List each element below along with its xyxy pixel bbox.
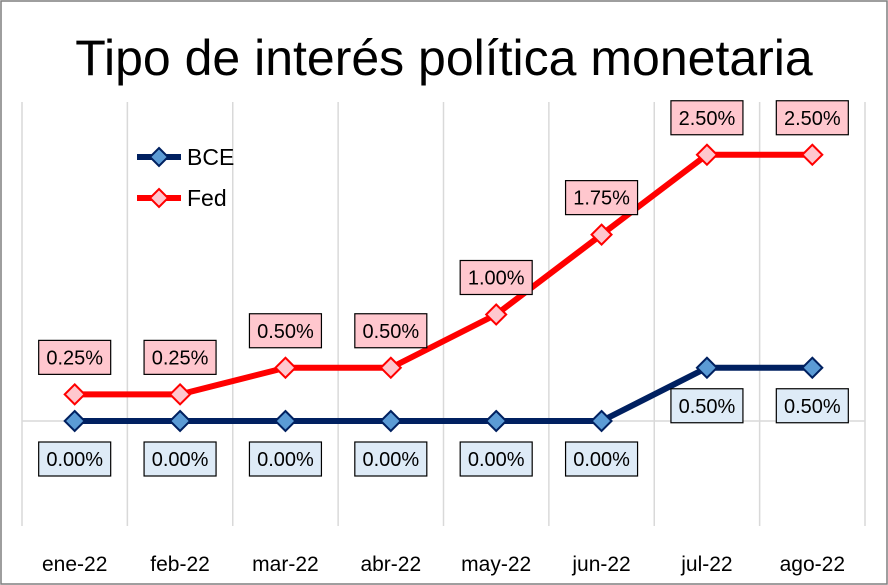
- data-label-box: [143, 339, 217, 375]
- x-tick-label: mar-22: [252, 553, 319, 576]
- data-label-box: [459, 259, 533, 296]
- marker-fed: [800, 143, 824, 167]
- marker-fed: [590, 223, 613, 247]
- marker-bce: [168, 409, 192, 433]
- data-label-text: 0.50%: [257, 321, 314, 343]
- data-label-fed: 0.25%: [143, 339, 217, 375]
- legend: BCE Fed: [137, 144, 234, 211]
- data-label-box: [775, 100, 849, 136]
- data-label-box: [564, 441, 639, 477]
- data-label-box: [248, 441, 323, 477]
- data-label-fed: 0.50%: [248, 313, 323, 349]
- data-label-text: 0.00%: [362, 449, 419, 471]
- data-label-text: 1.00%: [468, 268, 525, 290]
- x-tick-label: abr-22: [360, 553, 421, 576]
- marker-bce: [695, 356, 719, 380]
- data-label-box: [354, 441, 428, 477]
- x-tick-label: ene-22: [42, 553, 107, 576]
- data-label-box: [670, 100, 744, 136]
- data-label-fed: 1.75%: [564, 180, 639, 216]
- series-line-bce: [74, 364, 813, 424]
- marker-fed: [274, 356, 297, 380]
- x-tick-label: feb-22: [150, 553, 210, 576]
- marker-bce: [800, 356, 824, 380]
- x-tick-label: jul-22: [680, 553, 732, 576]
- marker-fed: [484, 303, 508, 326]
- legend-label: Fed: [187, 185, 227, 211]
- data-label-bce: 0.50%: [775, 388, 849, 424]
- marker-bce: [63, 409, 87, 433]
- data-label-text: 0.00%: [573, 449, 630, 471]
- data-label-box: [564, 180, 639, 216]
- x-tick-labels: ene-22 feb-22 mar-22 abr-22 may-22 jun-22 jul-…: [42, 553, 845, 576]
- data-label-text: 0.50%: [362, 321, 419, 343]
- data-label-fed: 0.50%: [354, 313, 428, 349]
- data-labels: 0.00% 0.00% 0.00% 0.00% 0.00% 0.00% 0.50% 0.50%…: [38, 100, 849, 477]
- chart-title: Tipo de interés política monetaria: [75, 30, 813, 86]
- x-tick-label: jun-22: [571, 553, 630, 576]
- data-label-bce: 0.00%: [354, 441, 428, 477]
- data-label-text: 0.00%: [152, 449, 209, 471]
- data-label-text: 2.50%: [679, 108, 736, 130]
- data-label-text: 0.25%: [46, 347, 103, 369]
- data-label-box: [354, 313, 428, 349]
- legend-swatch-marker: [148, 146, 170, 168]
- data-label-box: [670, 388, 744, 424]
- marker-bce: [590, 409, 613, 433]
- series-layer: [63, 143, 824, 433]
- data-label-bce: 0.00%: [564, 441, 639, 477]
- data-label-bce: 0.00%: [143, 441, 217, 477]
- marker-fed: [63, 382, 87, 406]
- legend-label: BCE: [187, 144, 234, 170]
- data-label-box: [248, 313, 323, 349]
- marker-bce: [379, 409, 403, 433]
- marker-fed: [695, 143, 719, 167]
- data-label-text: 2.50%: [784, 108, 841, 130]
- legend-item-bce: BCE: [137, 144, 234, 170]
- data-label-box: [143, 441, 217, 477]
- data-label-text: 0.00%: [46, 449, 103, 471]
- series-line-fed: [74, 151, 813, 398]
- data-label-box: [459, 441, 533, 477]
- data-label-box: [38, 441, 112, 477]
- data-label-bce: 0.50%: [670, 388, 744, 424]
- data-label-text: 0.25%: [152, 347, 209, 369]
- data-label-fed: 2.50%: [775, 100, 849, 136]
- data-label-bce: 0.00%: [459, 441, 533, 477]
- legend-swatch-marker: [148, 187, 170, 209]
- data-label-text: 1.75%: [573, 188, 630, 210]
- marker-bce: [274, 409, 297, 433]
- data-label-fed: 1.00%: [459, 259, 533, 296]
- data-label-text: 0.00%: [257, 449, 314, 471]
- data-label-fed: 0.25%: [38, 339, 112, 375]
- data-label-bce: 0.00%: [248, 441, 323, 477]
- data-label-fed: 2.50%: [670, 100, 744, 136]
- x-tick-label: may-22: [461, 553, 531, 576]
- marker-fed: [168, 382, 192, 406]
- data-label-box: [775, 388, 849, 424]
- legend-item-fed: Fed: [137, 185, 227, 211]
- data-label-box: [38, 339, 112, 375]
- data-label-bce: 0.00%: [38, 441, 112, 477]
- marker-fed: [379, 356, 403, 380]
- data-label-text: 0.50%: [679, 396, 736, 418]
- data-label-text: 0.50%: [784, 396, 841, 418]
- x-tick-label: ago-22: [780, 553, 845, 576]
- marker-bce: [484, 409, 508, 433]
- data-label-text: 0.00%: [468, 449, 525, 471]
